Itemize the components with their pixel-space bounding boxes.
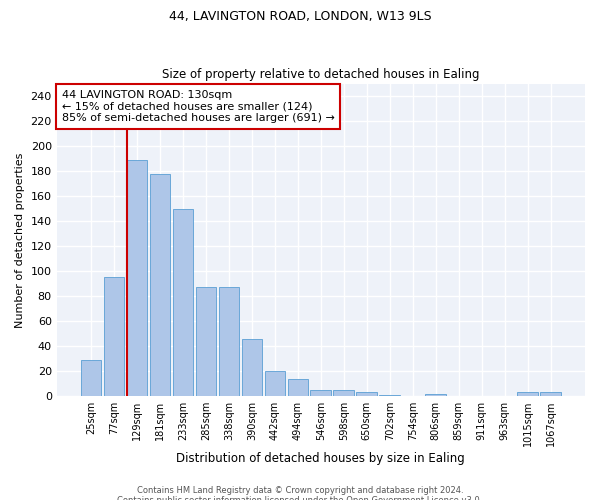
Bar (334, 390, 354, 396)
Y-axis label: Number of detached properties: Number of detached properties (15, 152, 25, 328)
Bar (517, 392, 538, 396)
Bar (310, 390, 331, 396)
Bar (196, 288, 216, 396)
Bar (541, 392, 561, 396)
Text: Contains HM Land Registry data © Crown copyright and database right 2024.: Contains HM Land Registry data © Crown c… (137, 486, 463, 495)
Bar (287, 378, 308, 396)
Text: 44 LAVINGTON ROAD: 130sqm
← 15% of detached houses are smaller (124)
85% of semi: 44 LAVINGTON ROAD: 130sqm ← 15% of detac… (62, 90, 335, 123)
Text: Contains public sector information licensed under the Open Government Licence v3: Contains public sector information licen… (118, 496, 482, 500)
Bar (104, 278, 124, 396)
Bar (379, 395, 400, 396)
X-axis label: Distribution of detached houses by size in Ealing: Distribution of detached houses by size … (176, 452, 465, 465)
Bar (127, 160, 148, 396)
Bar (265, 371, 285, 396)
Bar (173, 208, 193, 396)
Bar (356, 392, 377, 396)
Text: 44, LAVINGTON ROAD, LONDON, W13 9LS: 44, LAVINGTON ROAD, LONDON, W13 9LS (169, 10, 431, 23)
Bar (425, 394, 446, 396)
Title: Size of property relative to detached houses in Ealing: Size of property relative to detached ho… (162, 68, 479, 81)
Bar (242, 338, 262, 396)
Bar (80, 360, 101, 396)
Bar (149, 174, 170, 396)
Bar (218, 288, 239, 396)
